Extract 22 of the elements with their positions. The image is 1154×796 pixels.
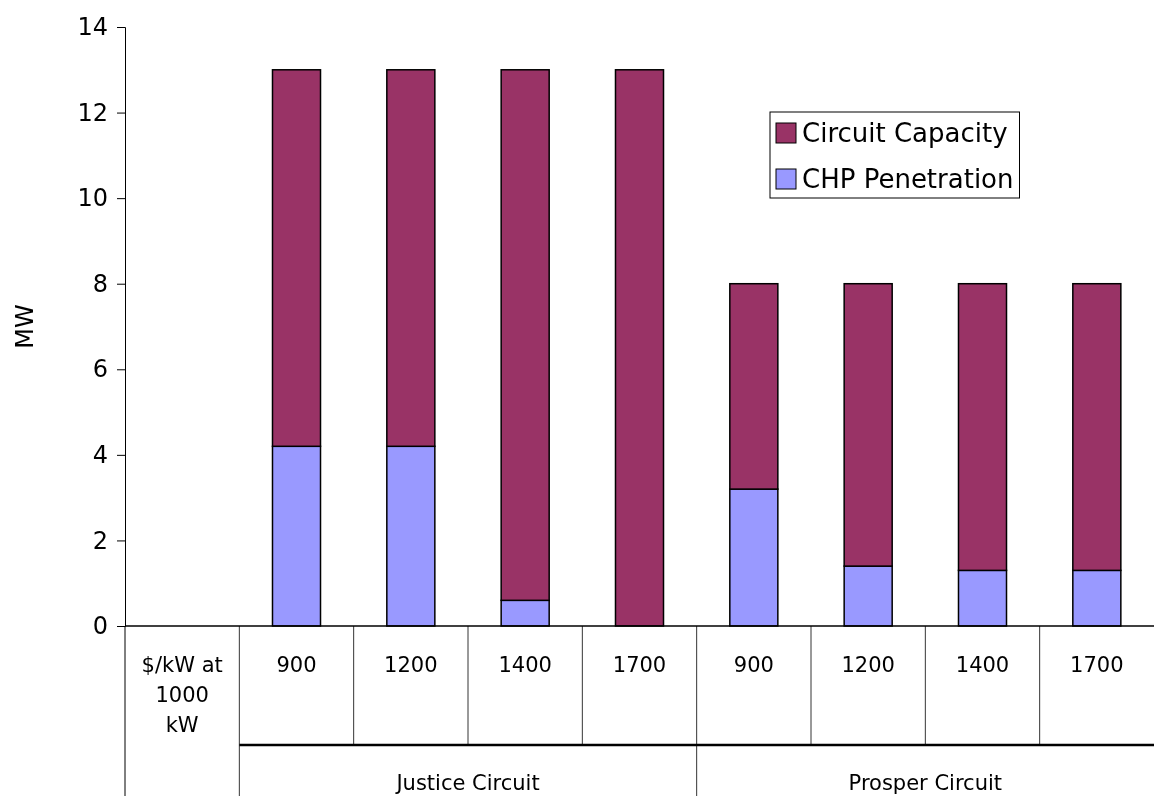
y-axis-title: MW (11, 304, 39, 349)
legend-label: CHP Penetration (802, 164, 1014, 194)
x-tick-label: 900 (276, 653, 317, 677)
x-tick-label: 1700 (1070, 653, 1124, 677)
x-tick-label: $/kW at 1000 kW (141, 653, 223, 737)
y-tick-label: 0 (92, 612, 108, 641)
y-tick-label: 14 (77, 13, 108, 42)
y-tick-label: 2 (92, 526, 108, 555)
x-tick-label: 1200 (384, 653, 438, 677)
text: Prosper Circuit (848, 771, 1003, 795)
y-tick-label: 4 (92, 441, 108, 470)
y-tick-label: 8 (92, 269, 108, 298)
x-tick-label: 1400 (498, 653, 552, 677)
x-tick-label: 1700 (612, 653, 667, 677)
text: Justice Circuit (394, 771, 540, 795)
x-tick-label: 1200 (841, 653, 895, 677)
y-tick-label: 10 (77, 184, 108, 213)
y-tick-label: 6 (92, 355, 108, 384)
x-tick-label: 900 (733, 653, 774, 677)
y-tick-label: 12 (77, 98, 108, 127)
x-tick-label: 1400 (955, 653, 1010, 677)
legend-label: Circuit Capacity (802, 118, 1008, 148)
